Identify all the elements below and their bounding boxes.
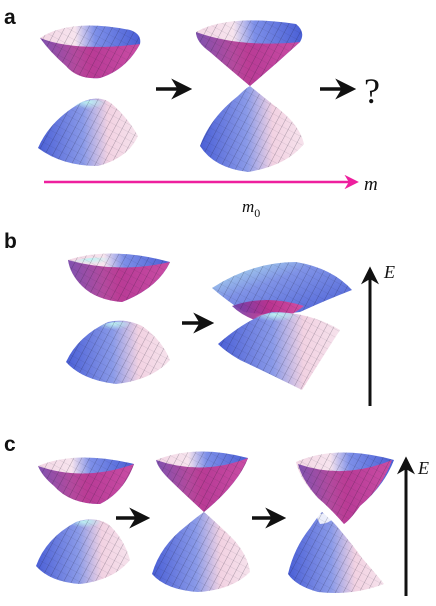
panel-a-axis-label: m: [364, 174, 378, 195]
panel-b-gapped-upper-band: [68, 253, 170, 302]
panel-a-critical-label: m0: [242, 197, 260, 220]
panel-c-critical-upper-band: [156, 451, 248, 512]
panel-c-critical-lower-band: [152, 512, 250, 592]
panel-b-energy-label: E: [383, 262, 395, 282]
panel-c-gapped-lower-band: [36, 519, 130, 584]
panel-c-label: c: [4, 433, 16, 456]
panel-a-gapped-upper-band: [40, 25, 141, 79]
panel-b-inverted-lower-band: [218, 312, 340, 390]
panel-b-label: b: [4, 230, 17, 253]
panel-a-critical-lower-band: [200, 86, 304, 172]
panel-b-inverted-upper-band: [212, 262, 352, 322]
panel-b: b E: [4, 230, 395, 406]
panel-c: c: [4, 433, 429, 596]
panel-a: a ? m m0: [4, 6, 380, 220]
panel-c-split-lower-band: [288, 512, 384, 593]
panel-c-gapped-upper-band: [38, 457, 134, 504]
panel-a-critical-upper-band: [196, 20, 303, 86]
panel-b-gapped-lower-band: [66, 320, 170, 384]
panel-c-split-upper-band: [296, 452, 394, 524]
panel-a-label: a: [4, 6, 16, 29]
panel-a-gapped-lower-band: [38, 98, 138, 166]
panel-c-energy-label: E: [417, 458, 429, 478]
panel-a-question-mark: ?: [364, 71, 380, 111]
